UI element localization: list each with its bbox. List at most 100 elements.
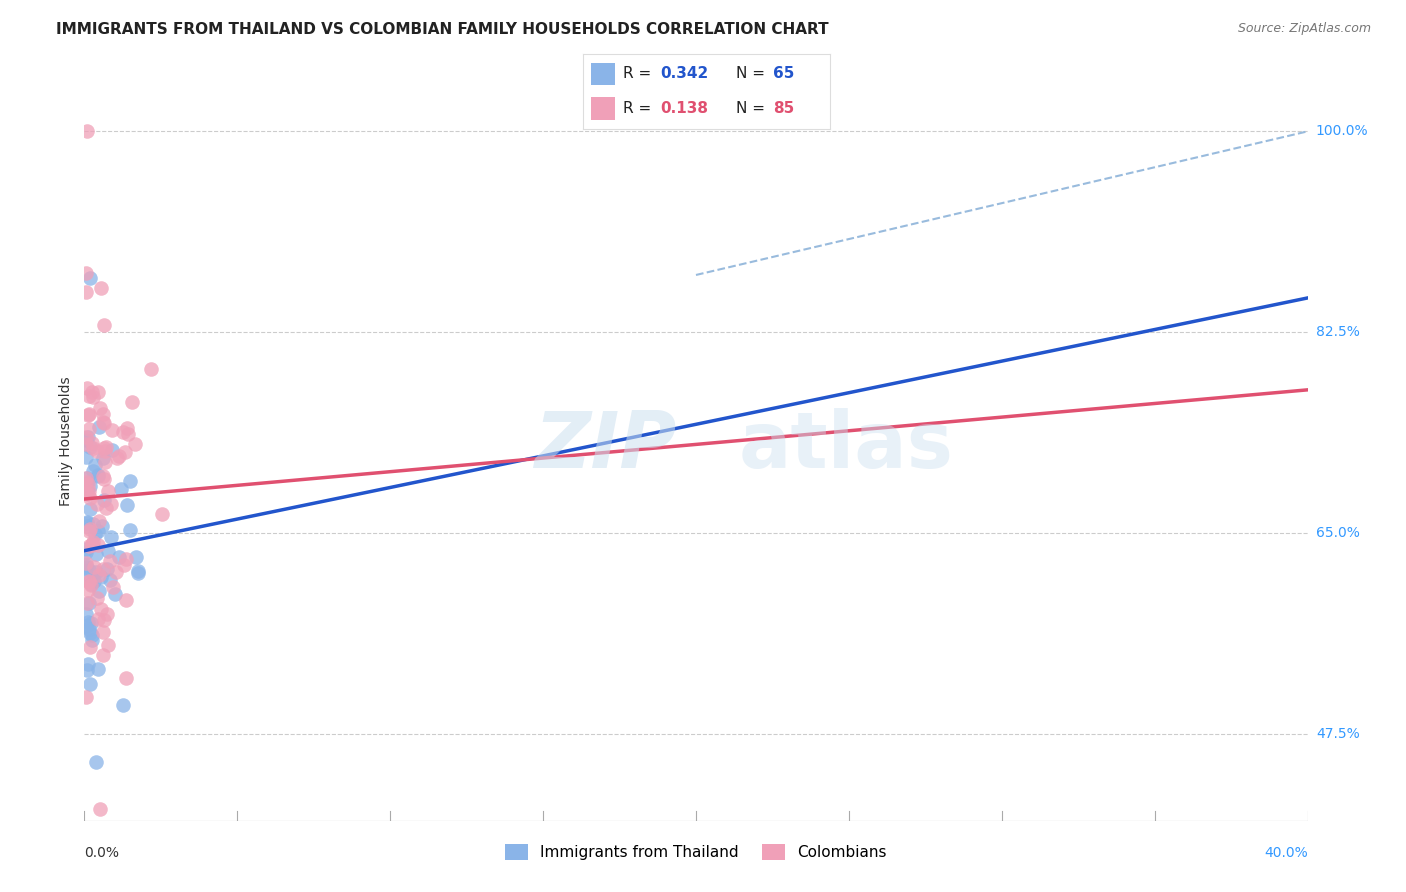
Point — [76, 409, 98, 423]
Point — [87, 469, 110, 483]
Text: 65: 65 — [773, 67, 794, 81]
Point — [86, 591, 108, 605]
Point — [86, 755, 108, 769]
Point — [108, 450, 131, 464]
Point — [112, 698, 135, 713]
Point — [75, 560, 97, 574]
Point — [84, 458, 107, 472]
Point — [139, 362, 162, 376]
Point — [115, 421, 138, 435]
Point — [79, 522, 101, 536]
Point — [104, 587, 127, 601]
Point — [107, 451, 129, 466]
Point — [93, 624, 115, 639]
Point — [75, 475, 97, 489]
Point — [77, 623, 100, 637]
Text: ZIP: ZIP — [534, 408, 676, 484]
Point — [91, 407, 114, 421]
Point — [91, 415, 114, 429]
Text: N =: N = — [737, 102, 770, 116]
Point — [93, 318, 115, 332]
Point — [90, 570, 112, 584]
Point — [91, 469, 114, 483]
Point — [94, 501, 117, 516]
Text: Source: ZipAtlas.com: Source: ZipAtlas.com — [1237, 22, 1371, 36]
Point — [93, 492, 115, 507]
Point — [100, 497, 122, 511]
Text: IMMIGRANTS FROM THAILAND VS COLOMBIAN FAMILY HOUSEHOLDS CORRELATION CHART: IMMIGRANTS FROM THAILAND VS COLOMBIAN FA… — [56, 22, 830, 37]
Point — [75, 437, 97, 451]
Bar — [591, 62, 616, 86]
Point — [98, 573, 121, 587]
Point — [117, 427, 139, 442]
Point — [77, 407, 100, 421]
Point — [150, 507, 173, 521]
Point — [79, 478, 101, 492]
Point — [86, 497, 108, 511]
Point — [87, 524, 110, 538]
Point — [79, 524, 101, 539]
Point — [79, 575, 101, 590]
Point — [97, 483, 120, 498]
Point — [75, 450, 97, 465]
Point — [110, 482, 132, 496]
Point — [118, 475, 141, 489]
Point — [90, 281, 112, 295]
Point — [79, 440, 101, 454]
Point — [75, 619, 97, 633]
Point — [79, 491, 101, 505]
Point — [75, 486, 97, 500]
Point — [76, 516, 98, 530]
Text: 85: 85 — [773, 102, 794, 116]
Point — [120, 524, 142, 538]
Point — [91, 648, 114, 662]
Text: R =: R = — [623, 102, 657, 116]
Point — [76, 471, 98, 485]
Point — [84, 565, 107, 579]
Bar — [591, 97, 616, 120]
Point — [79, 422, 101, 436]
Point — [82, 534, 104, 549]
Text: 82.5%: 82.5% — [1316, 326, 1360, 339]
Point — [77, 615, 100, 629]
Text: atlas: atlas — [738, 408, 953, 484]
Point — [94, 455, 117, 469]
Point — [93, 472, 115, 486]
Point — [75, 541, 97, 556]
Point — [96, 562, 118, 576]
Point — [83, 560, 105, 574]
Point — [127, 565, 149, 579]
Point — [96, 607, 118, 622]
Point — [80, 628, 103, 642]
Point — [80, 616, 103, 631]
Point — [77, 583, 100, 598]
Point — [84, 548, 107, 562]
Text: 0.342: 0.342 — [659, 67, 709, 81]
Point — [76, 663, 98, 677]
Point — [83, 527, 105, 541]
Point — [80, 538, 103, 552]
Point — [114, 445, 136, 459]
Point — [127, 566, 149, 580]
Point — [94, 440, 117, 454]
Point — [75, 558, 97, 572]
Point — [87, 662, 110, 676]
Text: 0.0%: 0.0% — [84, 846, 120, 860]
Text: N =: N = — [737, 67, 770, 81]
Point — [87, 420, 110, 434]
Point — [115, 671, 138, 685]
Point — [111, 425, 134, 439]
Point — [87, 583, 110, 598]
Point — [83, 574, 105, 588]
Point — [79, 502, 101, 516]
Point — [107, 549, 129, 564]
Point — [75, 568, 97, 582]
Point — [82, 384, 104, 399]
Point — [76, 483, 98, 497]
Point — [77, 389, 100, 403]
Point — [103, 580, 125, 594]
Point — [76, 519, 98, 533]
Text: 40.0%: 40.0% — [1264, 846, 1308, 860]
Point — [89, 401, 111, 415]
Text: 100.0%: 100.0% — [1316, 124, 1368, 138]
